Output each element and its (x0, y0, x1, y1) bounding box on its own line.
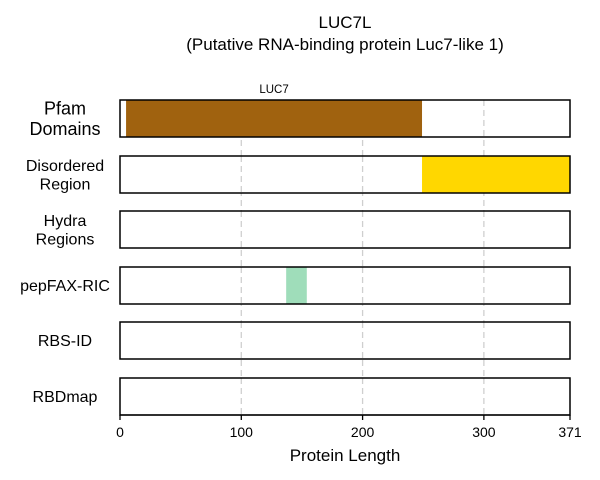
segment-label-0-0: LUC7 (259, 84, 288, 96)
track-frame (119, 155, 571, 194)
track-background (120, 378, 570, 415)
track-1: Disordered Region (26, 155, 571, 194)
track-label-line: Regions (36, 231, 95, 248)
chart-title: LUC7L (319, 13, 372, 32)
track-frame (119, 99, 571, 138)
segment-1-0 (422, 156, 570, 193)
track-label-line: Region (40, 176, 91, 193)
track-label-1: Disordered Region (26, 158, 104, 193)
track-frame (119, 210, 571, 249)
track-label-line: Disordered (26, 158, 104, 175)
chart-subtitle: (Putative RNA-binding protein Luc7-like … (186, 35, 504, 54)
track-background (120, 211, 570, 248)
segment-0-0 (126, 100, 423, 137)
track-background (120, 267, 570, 304)
track-label-line: pepFAX-RIC (20, 278, 110, 295)
track-background (120, 322, 570, 359)
track-frame (119, 321, 571, 360)
track-4: RBS-ID (38, 321, 571, 360)
track-3: pepFAX-RIC (20, 266, 571, 305)
track-label-0: Pfam Domains (29, 98, 100, 139)
gridlines (240, 100, 485, 415)
track-label-line: RBS-ID (38, 333, 92, 350)
track-0: LUC7 Pfam Domains (29, 84, 571, 139)
x-tick-label-200: 200 (351, 424, 375, 440)
track-5: RBDmap (33, 377, 571, 416)
track-label-line: Pfam (44, 98, 86, 118)
track-label-line: Domains (29, 119, 100, 139)
track-label-line: RBDmap (33, 389, 98, 406)
track-frame (119, 266, 571, 305)
x-axis-label: Protein Length (290, 446, 401, 465)
track-label-line: Hydra (44, 213, 87, 230)
x-tick-label-100: 100 (230, 424, 254, 440)
track-label-3: pepFAX-RIC (20, 278, 110, 295)
x-tick-label-300: 300 (472, 424, 496, 440)
x-tick-label-0: 0 (116, 424, 124, 440)
segment-3-0 (286, 267, 307, 304)
x-axis: 0 100 200 300 371 (116, 414, 582, 440)
track-label-5: RBDmap (33, 389, 98, 406)
x-tick-label-371: 371 (558, 424, 582, 440)
track-label-2: Hydra Regions (36, 213, 95, 248)
track-label-4: RBS-ID (38, 333, 92, 350)
track-2: Hydra Regions (36, 210, 571, 249)
